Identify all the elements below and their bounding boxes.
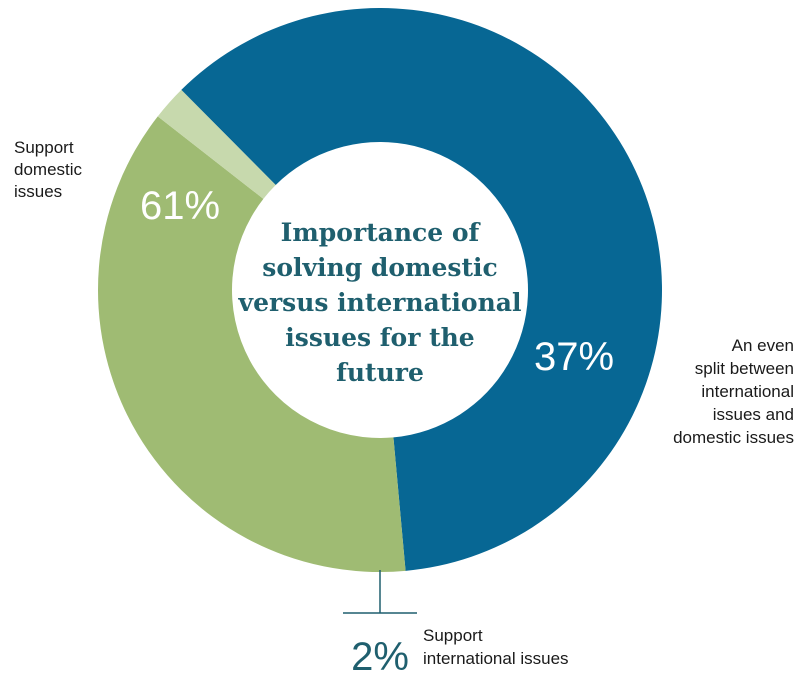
- label-international-line-1: Support: [423, 626, 483, 645]
- slice-domestic: [181, 7, 663, 571]
- chart-title-line-3: versus international: [238, 288, 522, 317]
- slice-value-label-international: 2%: [351, 635, 409, 677]
- slice-value-label-domestic: 61%: [140, 184, 220, 228]
- chart-title-line-5: future: [336, 358, 424, 387]
- chart-title-line-2: solving domestic: [262, 253, 498, 282]
- label-even-split-line-1: An even: [732, 336, 794, 355]
- label-domestic-line-2: domestic: [14, 160, 83, 179]
- chart-title: Importance of solving domestic versus in…: [238, 218, 522, 387]
- label-international-line-2: international issues: [423, 649, 569, 668]
- slice-even-split: [98, 116, 406, 573]
- label-domestic-line-3: issues: [14, 182, 62, 201]
- label-domestic-line-1: Support: [14, 138, 74, 157]
- label-even-split-line-2: split between: [695, 359, 794, 378]
- slice-category-label-domestic: Support domestic issues: [14, 138, 83, 201]
- label-even-split-line-3: international: [701, 382, 794, 401]
- donut-slices: [98, 7, 663, 573]
- label-even-split-line-4: issues and: [713, 405, 794, 424]
- slice-category-label-international: Support international issues: [423, 626, 569, 668]
- slice-category-label-even-split: An even split between international issu…: [673, 336, 794, 447]
- chart-title-line-1: Importance of: [281, 218, 482, 247]
- slice-international: [157, 89, 276, 199]
- slice-value-label-even-split: 37%: [534, 335, 614, 379]
- chart-title-line-4: issues for the: [285, 323, 474, 352]
- label-even-split-line-5: domestic issues: [673, 428, 794, 447]
